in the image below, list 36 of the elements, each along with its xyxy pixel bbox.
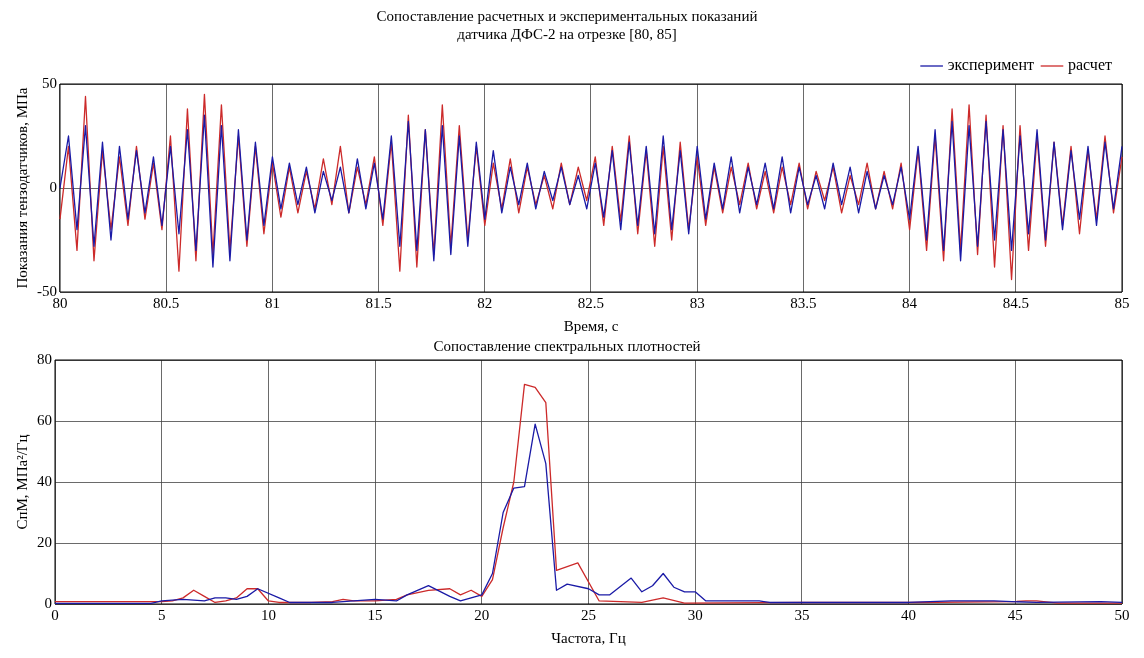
x-tick-label: 84.5 <box>1002 294 1029 311</box>
x-tick-label: 50 <box>1114 606 1130 623</box>
x-tick-label: 20 <box>474 606 490 623</box>
y-tick-label: 20 <box>37 533 52 550</box>
x-tick-label: 81.5 <box>365 294 392 311</box>
y-tick-label: -50 <box>37 282 57 299</box>
x-axis-title: Частота, Гц <box>551 629 626 646</box>
x-tick-label: 40 <box>901 606 917 623</box>
y-axis-title: СпМ, МПа²/Гц <box>13 434 30 530</box>
chart-title: Сопоставление расчетных и экспериментальных показаний датчика ДФС-2 на отрезке [80, 85] <box>376 7 758 42</box>
x-tick-label: 82 <box>477 294 493 311</box>
x-tick-label: 85 <box>1114 294 1130 311</box>
x-tick-label: 80.5 <box>153 294 180 311</box>
y-tick-label: 0 <box>44 594 52 611</box>
x-tick-label: 82.5 <box>577 294 605 311</box>
legend-label: расчет <box>1067 56 1113 75</box>
x-tick-label: 10 <box>260 606 276 623</box>
x-tick-label: 83.5 <box>790 294 817 311</box>
x-tick-label: 81 <box>264 294 280 311</box>
y-tick-label: 80 <box>37 350 52 367</box>
y-axis-title: Показания тензодатчиков, МПа <box>13 87 30 289</box>
y-tick-label: 0 <box>49 178 57 195</box>
x-tick-label: 35 <box>794 606 810 623</box>
x-tick-label: 45 <box>1007 606 1023 623</box>
chart-title: Сопоставление спектральных плотностей <box>433 337 701 354</box>
x-axis-title: Время, с <box>563 317 619 334</box>
x-tick-label: 30 <box>687 606 703 623</box>
x-tick-label: 84 <box>902 294 918 311</box>
x-tick-label: 15 <box>367 606 383 623</box>
y-tick-label: 40 <box>37 472 52 489</box>
x-tick-label: 25 <box>581 606 596 623</box>
x-tick-label: 83 <box>689 294 705 311</box>
legend-label: эксперимент <box>947 56 1034 75</box>
y-tick-label: 60 <box>37 411 52 428</box>
y-tick-label: 50 <box>42 74 57 91</box>
x-tick-label: 5 <box>157 606 166 623</box>
